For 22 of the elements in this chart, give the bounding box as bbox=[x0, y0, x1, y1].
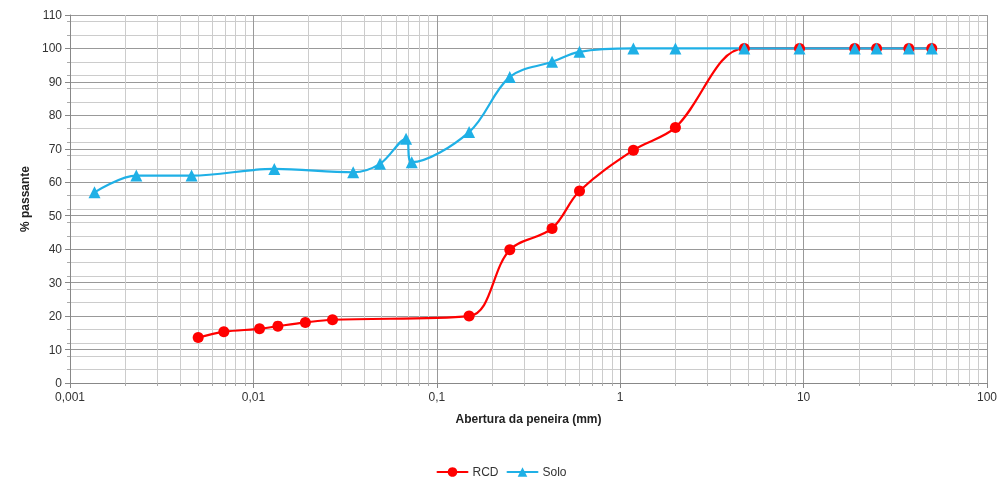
y-tick-label: 50 bbox=[48, 208, 63, 223]
x-tick-label: 10 bbox=[796, 390, 811, 404]
y-tick-label: 70 bbox=[48, 141, 63, 156]
x-tick-label: 100 bbox=[976, 390, 998, 404]
y-tick-label: 0 bbox=[55, 376, 63, 390]
x-tick-label: 0,01 bbox=[241, 390, 266, 404]
y-tick-label: 110 bbox=[42, 8, 63, 22]
y-tick-label: 30 bbox=[48, 275, 63, 290]
y-tick-label: 80 bbox=[48, 108, 63, 123]
x-tick-label: 1 bbox=[616, 390, 624, 404]
y-tick-label: 40 bbox=[48, 242, 63, 257]
y-tick-label: 100 bbox=[41, 41, 63, 56]
legend-label: RCD bbox=[472, 465, 499, 479]
legend-label: Solo bbox=[542, 465, 567, 479]
x-tick-label: 0,001 bbox=[54, 390, 86, 404]
x-axis-title: Abertura da peneira (mm) bbox=[455, 412, 602, 426]
x-tick-label: 0,1 bbox=[428, 390, 446, 404]
y-tick-label: 20 bbox=[48, 309, 63, 324]
y-tick-label: 60 bbox=[48, 175, 63, 190]
y-tick-label: 10 bbox=[48, 342, 63, 357]
y-axis-title: % passante bbox=[18, 165, 33, 233]
y-tick-label: 90 bbox=[48, 74, 63, 89]
